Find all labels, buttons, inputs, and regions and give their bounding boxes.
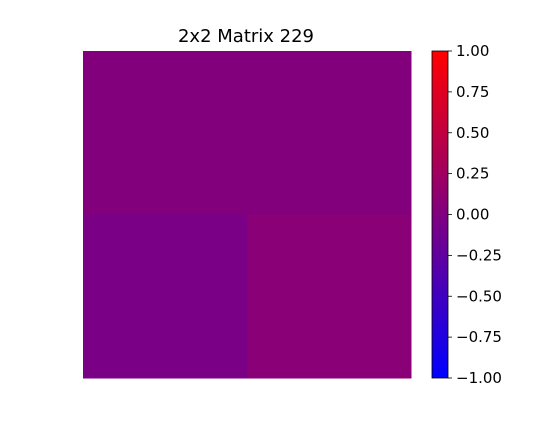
colorbar-tick-label: −0.50 xyxy=(456,287,502,305)
colorbar-tick-label: 1.00 xyxy=(456,42,489,60)
colorbar-tick-label: −1.00 xyxy=(456,369,502,387)
heatmap-cell-r1-c0 xyxy=(83,215,248,379)
heatmap-cell-r0-c0 xyxy=(83,51,248,215)
colorbar xyxy=(432,51,448,378)
heatmap-cells xyxy=(83,51,412,379)
colorbar-ticks: 1.00 0.75 0.50 0.25 0.00 −0.25 −0.50 −0.75 −1.00 xyxy=(448,42,502,387)
colorbar-tick-label: 0.00 xyxy=(456,206,489,224)
colorbar-tick-label: −0.75 xyxy=(456,328,502,346)
colorbar-tick-label: 0.75 xyxy=(456,83,489,101)
heatmap-cell-r0-c1 xyxy=(247,51,412,215)
chart-title: 2x2 Matrix 229 xyxy=(178,26,314,47)
colorbar-tick-label: 0.25 xyxy=(456,165,489,183)
heatmap-cell-r1-c1 xyxy=(247,215,412,379)
colorbar-tick-label: −0.25 xyxy=(456,246,502,264)
colorbar-tick-label: 0.50 xyxy=(456,124,489,142)
